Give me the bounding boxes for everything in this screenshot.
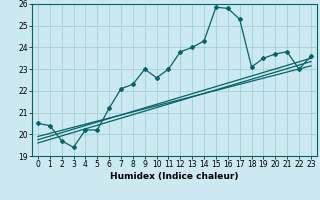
X-axis label: Humidex (Indice chaleur): Humidex (Indice chaleur) <box>110 172 239 181</box>
